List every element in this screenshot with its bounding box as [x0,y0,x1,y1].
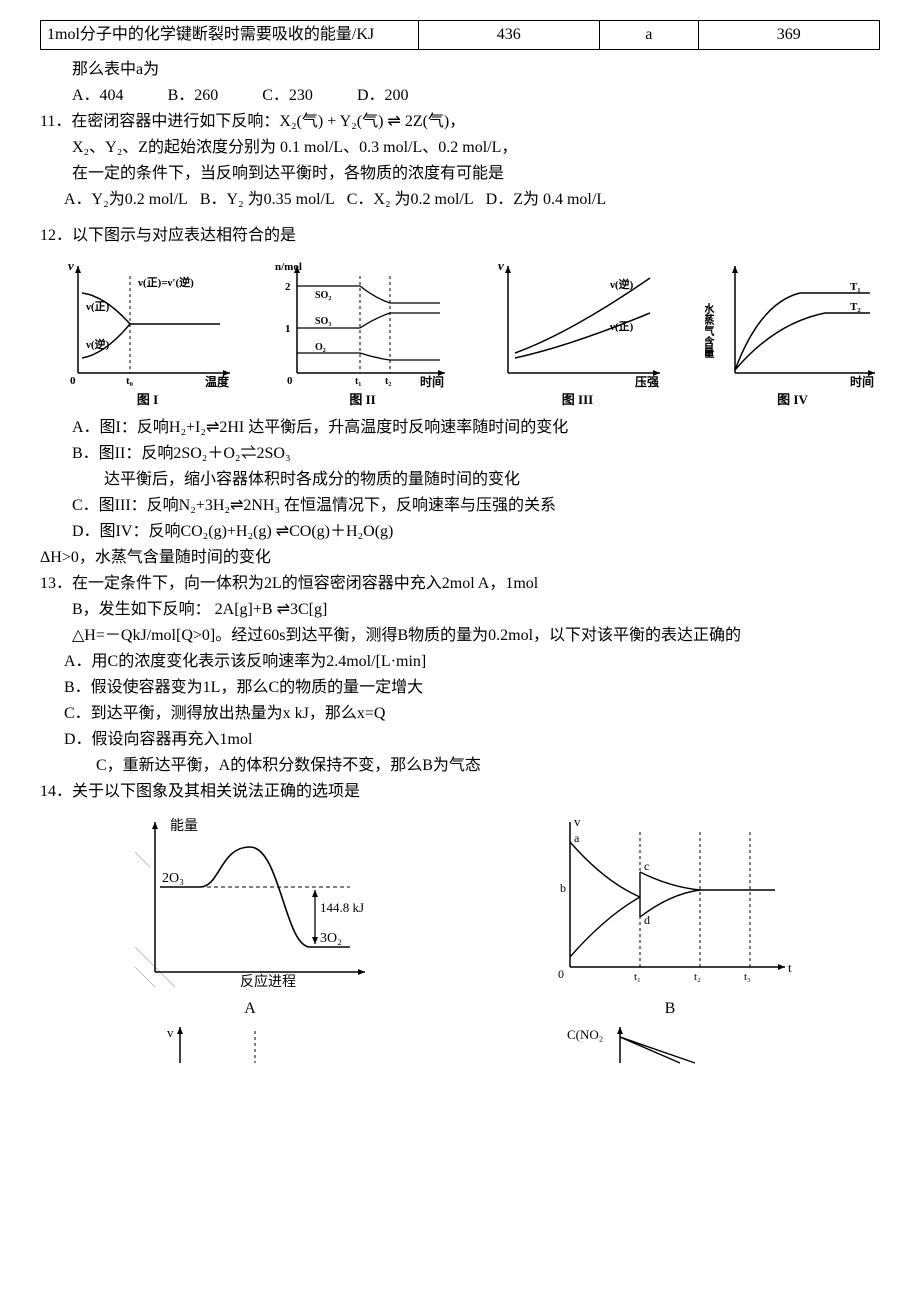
q14-stem: 14．关于以下图象及其相关说法正确的选项是 [40,780,880,804]
svg-text:压强: 压强 [635,375,659,388]
bond-energy-table: 1mol分子中的化学键断裂时需要吸收的能量/KJ 436 a 369 [40,20,880,50]
q12-fig-3: ν 压强 ν(逆) ν(正) 图 III [490,258,665,410]
svg-text:t₁: t₁ [355,376,361,387]
q12-option-a: A．图I：反响H₂+I₂⇌2HI 达平衡后，升高温度时反响速率随时间的变化 [40,416,880,440]
svg-text:n/mol: n/mol [275,261,302,273]
svg-text:ν(逆): ν(逆) [609,277,634,291]
svg-text:c: c [644,859,649,873]
svg-text:C(NO₂: C(NO₂ [567,1027,603,1042]
q14-fig-c-partial: v [155,1025,335,1073]
svg-text:t₃: t₃ [744,971,751,983]
svg-text:ν(正): ν(正) [609,320,634,333]
q14-fig-b: v t 0 t₁ t₂ t₃ a b c d B [540,812,800,1021]
q11-stem-3: 在一定的条件下，当反响到达平衡时，各物质的浓度有可能是 [40,162,880,186]
svg-text:T₁: T₁ [850,281,861,293]
fig-label: 图 III [490,390,665,410]
q13-option-a: A．用C的浓度变化表示该反响速率为2.4mol/[L·min] [40,650,880,674]
svg-text:时间: 时间 [420,374,444,388]
table-cell: a [599,21,698,50]
q11-option-d: D．Z为 0.4 mol/L [486,191,606,208]
q10-option-c: C．230 [262,84,313,108]
fig-b-label: B [540,997,800,1021]
svg-text:b: b [560,881,566,895]
q13-option-d2: C，重新达平衡，A的体积分数保持不变，那么B为气态 [40,754,880,778]
fig-label: 图 IV [705,390,880,410]
q13-option-d: D．假设向容器再充入1mol [40,728,880,752]
svg-text:ν: ν [498,258,504,273]
q12-option-b: B．图II：反响2SO₂＋O₂⇌2SO₃ [40,442,880,466]
svg-text:能量: 能量 [170,818,198,834]
svg-text:2: 2 [285,281,291,293]
svg-text:3O₂: 3O₂ [320,931,342,946]
q13-option-b: B．假设使容器变为1L，那么C的物质的量一定增大 [40,676,880,700]
svg-text:0: 0 [70,375,76,387]
svg-text:v: v [574,814,581,829]
fig-label: 图 I [60,390,235,410]
q13-line-1: 13．在一定条件下，向一体积为2L的恒容密闭容器中充入2mol A，1mol [40,572,880,596]
table-cell: 369 [698,21,879,50]
svg-text:a: a [574,831,580,845]
svg-text:t: t [788,960,792,975]
fig-label: 图 II [275,390,450,410]
q14-fig-d-partial: C(NO₂ [565,1025,765,1073]
q11-option-b: B．Y₂ 为0.35 mol/L [200,191,335,208]
svg-text:t₀: t₀ [126,375,134,387]
table-cell: 436 [418,21,599,50]
q13-line-2: B，发生如下反响： 2A[g]+B ⇌3C[g] [40,598,880,622]
svg-text:时间: 时间 [850,374,874,388]
svg-text:0: 0 [287,375,293,387]
svg-text:ν(正): ν(正) [85,300,110,313]
q10-option-a: A．404 [72,84,124,108]
svg-text:t₂: t₂ [385,376,391,387]
q12-option-c: C．图III：反响N₂+3H₂⇌2NH₃ 在恒温情况下，反响速率与压强的关系 [40,494,880,518]
q12-fig-1: ν 温度 t₀ ν(正) ν(逆) ν(正)=ν'(逆) 0 图 I [60,258,235,410]
svg-text:144.8 kJ: 144.8 kJ [320,900,364,915]
q14-fig-a: 能量 反应进程 2O₃ 3O₂ 144.8 kJ A [120,812,380,1021]
svg-text:v: v [167,1025,174,1040]
q11-stem-2: X₂、Y₂、Z的起始浓度分别为 0.1 mol/L、0.3 mol/L、0.2 … [40,136,880,160]
svg-text:ν(逆): ν(逆) [85,337,110,351]
q11-stem-1: 11．在密闭容器中进行如下反响：X₂(气) + Y₂(气) ⇌ 2Z(气)， [40,110,880,134]
svg-text:反应进程: 反应进程 [240,973,296,987]
svg-text:t₁: t₁ [634,971,641,983]
svg-text:O₂: O₂ [315,342,326,353]
q12-option-b2: 达平衡后，缩小容器体积时各成分的物质的量随时间的变化 [40,468,880,492]
q12-dh-line: ΔH>0，水蒸气含量随时间的变化 [40,546,880,570]
q12-fig-2: n/mol 时间 1 2 t₁ t₂ SO₂ SO₃ O₂ 0 [275,258,450,410]
svg-text:0: 0 [558,967,564,981]
q10-option-d: D．200 [357,84,409,108]
q12-stem: 12．以下图示与对应表达相符合的是 [40,224,880,248]
q13-line-3: △H=－QkJ/mol[Q>0]。经过60s到达平衡，测得B物质的量为0.2mo… [40,624,880,648]
svg-text:水蒸气含量: 水蒸气含量 [705,302,716,358]
q14-figures-row: 能量 反应进程 2O₃ 3O₂ 144.8 kJ A v t 0 [40,812,880,1021]
svg-text:T₂: T₂ [850,301,861,313]
table-row-label: 1mol分子中的化学键断裂时需要吸收的能量/KJ [41,21,419,50]
q12-fig-4: 水蒸气含量 时间 T₁ T₂ 图 IV [705,258,880,410]
q10-option-b: B．260 [168,84,219,108]
svg-text:SO₂: SO₂ [315,290,331,301]
svg-text:t₂: t₂ [694,971,701,983]
svg-text:d: d [644,913,650,927]
q11-option-a: A．Y₂为0.2 mol/L [64,191,188,208]
svg-text:温度: 温度 [205,374,230,388]
q12-figures-row: ν 温度 t₀ ν(正) ν(逆) ν(正)=ν'(逆) 0 图 I n/mol… [60,258,880,410]
svg-text:SO₃: SO₃ [315,316,331,327]
q11-options: A．Y₂为0.2 mol/L B．Y₂ 为0.35 mol/L C．X₂ 为0.… [40,188,880,212]
q11-option-c: C．X₂ 为0.2 mol/L [347,191,474,208]
svg-text:ν: ν [68,258,74,273]
q13-option-c: C．到达平衡，测得放出热量为x kJ，那么x=Q [40,702,880,726]
svg-text:2O₃: 2O₃ [162,871,184,886]
svg-text:1: 1 [285,323,291,335]
fig-a-label: A [120,997,380,1021]
q10-prompt: 那么表中a为 [40,58,880,82]
q10-options: A．404 B．260 C．230 D．200 [40,84,880,108]
q12-option-d: D．图IV：反响CO₂(g)+H₂(g) ⇌CO(g)＋H₂O(g) [40,520,880,544]
q14-figures-row-2: v C(NO₂ [40,1025,880,1073]
svg-text:ν(正)=ν'(逆): ν(正)=ν'(逆) [137,275,194,289]
